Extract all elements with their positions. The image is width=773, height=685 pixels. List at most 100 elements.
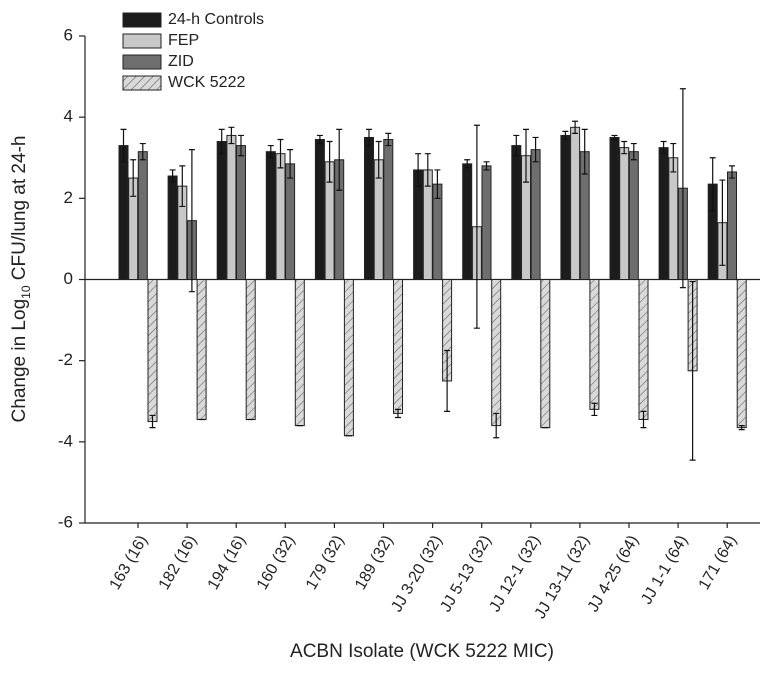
x-tick-label: 189 (32) — [352, 533, 397, 593]
error-bar — [316, 134, 323, 145]
bar — [491, 279, 502, 427]
legend-label: ZID — [168, 53, 194, 70]
error-bar — [611, 134, 618, 141]
bar — [167, 175, 178, 280]
bar — [736, 279, 747, 429]
error-bar — [532, 136, 539, 163]
x-tick-label: JJ 4-25 (64) — [585, 533, 642, 615]
error-bar — [729, 165, 735, 179]
x-tick-label: 160 (32) — [254, 533, 299, 593]
error-bar — [464, 159, 471, 169]
bar — [658, 147, 669, 280]
bar — [245, 279, 256, 421]
error-bar — [169, 169, 176, 183]
bar — [393, 279, 403, 414]
bar — [137, 151, 148, 281]
bar — [619, 147, 630, 280]
x-tick-label: 171 (64) — [696, 533, 741, 593]
bar — [589, 279, 600, 410]
error-bar — [581, 128, 588, 175]
error-bar — [719, 179, 726, 266]
error-bar — [395, 408, 401, 419]
bar — [265, 151, 276, 281]
x-tick-label: JJ 5-13 (32) — [437, 533, 494, 615]
x-tick-label: JJ 3-20 (32) — [388, 533, 445, 615]
legend-swatch — [122, 54, 162, 70]
y-label-part: CFU/lung at 24-h — [9, 136, 30, 286]
legend-label: 24-h Controls — [168, 11, 264, 28]
error-bar — [473, 124, 480, 329]
error-bar — [562, 130, 569, 141]
error-bar — [267, 144, 274, 159]
bar — [560, 134, 571, 280]
y-tick-label: -2 — [58, 350, 73, 369]
error-bar — [572, 120, 579, 134]
x-tick-label: 182 (16) — [156, 533, 201, 593]
bar — [275, 153, 286, 280]
error-bar — [326, 140, 333, 183]
error-bar — [679, 88, 686, 289]
bar — [294, 279, 305, 427]
y-tick-label: -4 — [58, 431, 73, 450]
error-bar — [149, 414, 156, 429]
y-label-subscript: 10 — [19, 285, 33, 299]
x-tick-label: 179 (32) — [303, 533, 348, 593]
error-bar — [120, 128, 127, 163]
error-bar — [228, 126, 235, 145]
error-bar — [139, 142, 146, 161]
error-bar — [336, 128, 343, 191]
bar — [540, 279, 551, 429]
y-label-part: Change in Log — [9, 299, 30, 423]
y-tick-label: 0 — [64, 269, 73, 288]
error-bar — [738, 425, 745, 431]
error-bar — [277, 138, 284, 169]
error-bar — [415, 153, 422, 187]
error-bar — [434, 169, 441, 199]
error-bar — [513, 134, 520, 157]
bar — [364, 136, 374, 280]
x-axis-label: ACBN Isolate (WCK 5222 MIC) — [290, 641, 554, 662]
bar — [196, 279, 207, 421]
error-bar — [188, 149, 195, 293]
error-bar — [483, 161, 490, 171]
x-tick-label: JJ 1-1 (64) — [638, 533, 691, 608]
bar — [314, 138, 325, 280]
y-tick-label: -6 — [58, 512, 73, 531]
error-bar — [709, 157, 716, 212]
legend-label: FEP — [168, 32, 199, 49]
bar — [462, 163, 473, 280]
error-bar — [179, 165, 186, 208]
error-bar — [621, 140, 628, 155]
bar — [668, 157, 679, 280]
bar — [530, 149, 541, 280]
error-bar — [670, 142, 677, 173]
bar — [628, 151, 639, 281]
y-tick-label: 6 — [64, 25, 73, 44]
error-bar — [444, 349, 451, 412]
x-tick-label: 194 (16) — [205, 533, 250, 593]
bar — [609, 136, 620, 280]
bar — [118, 145, 129, 280]
bar — [147, 279, 158, 423]
bar — [236, 145, 246, 280]
bar — [226, 134, 237, 280]
error-bar — [640, 410, 647, 429]
legend-swatch — [122, 33, 162, 49]
error-bar — [238, 134, 244, 157]
y-axis-label: Change in Log10 CFU/lung at 24-h — [9, 136, 33, 423]
error-bar — [493, 412, 500, 439]
legend-label: WCK 5222 — [168, 74, 245, 91]
error-bar — [385, 132, 392, 147]
bar — [343, 279, 354, 437]
error-bar — [424, 153, 431, 187]
bar — [383, 138, 394, 280]
error-bar — [130, 159, 137, 197]
bar — [216, 141, 227, 280]
x-tick-label: 163 (16) — [107, 533, 152, 593]
error-bar — [366, 128, 372, 147]
y-tick-label: 4 — [64, 107, 73, 126]
error-bar — [523, 128, 529, 183]
error-bar — [591, 402, 598, 417]
error-bar — [660, 140, 667, 155]
